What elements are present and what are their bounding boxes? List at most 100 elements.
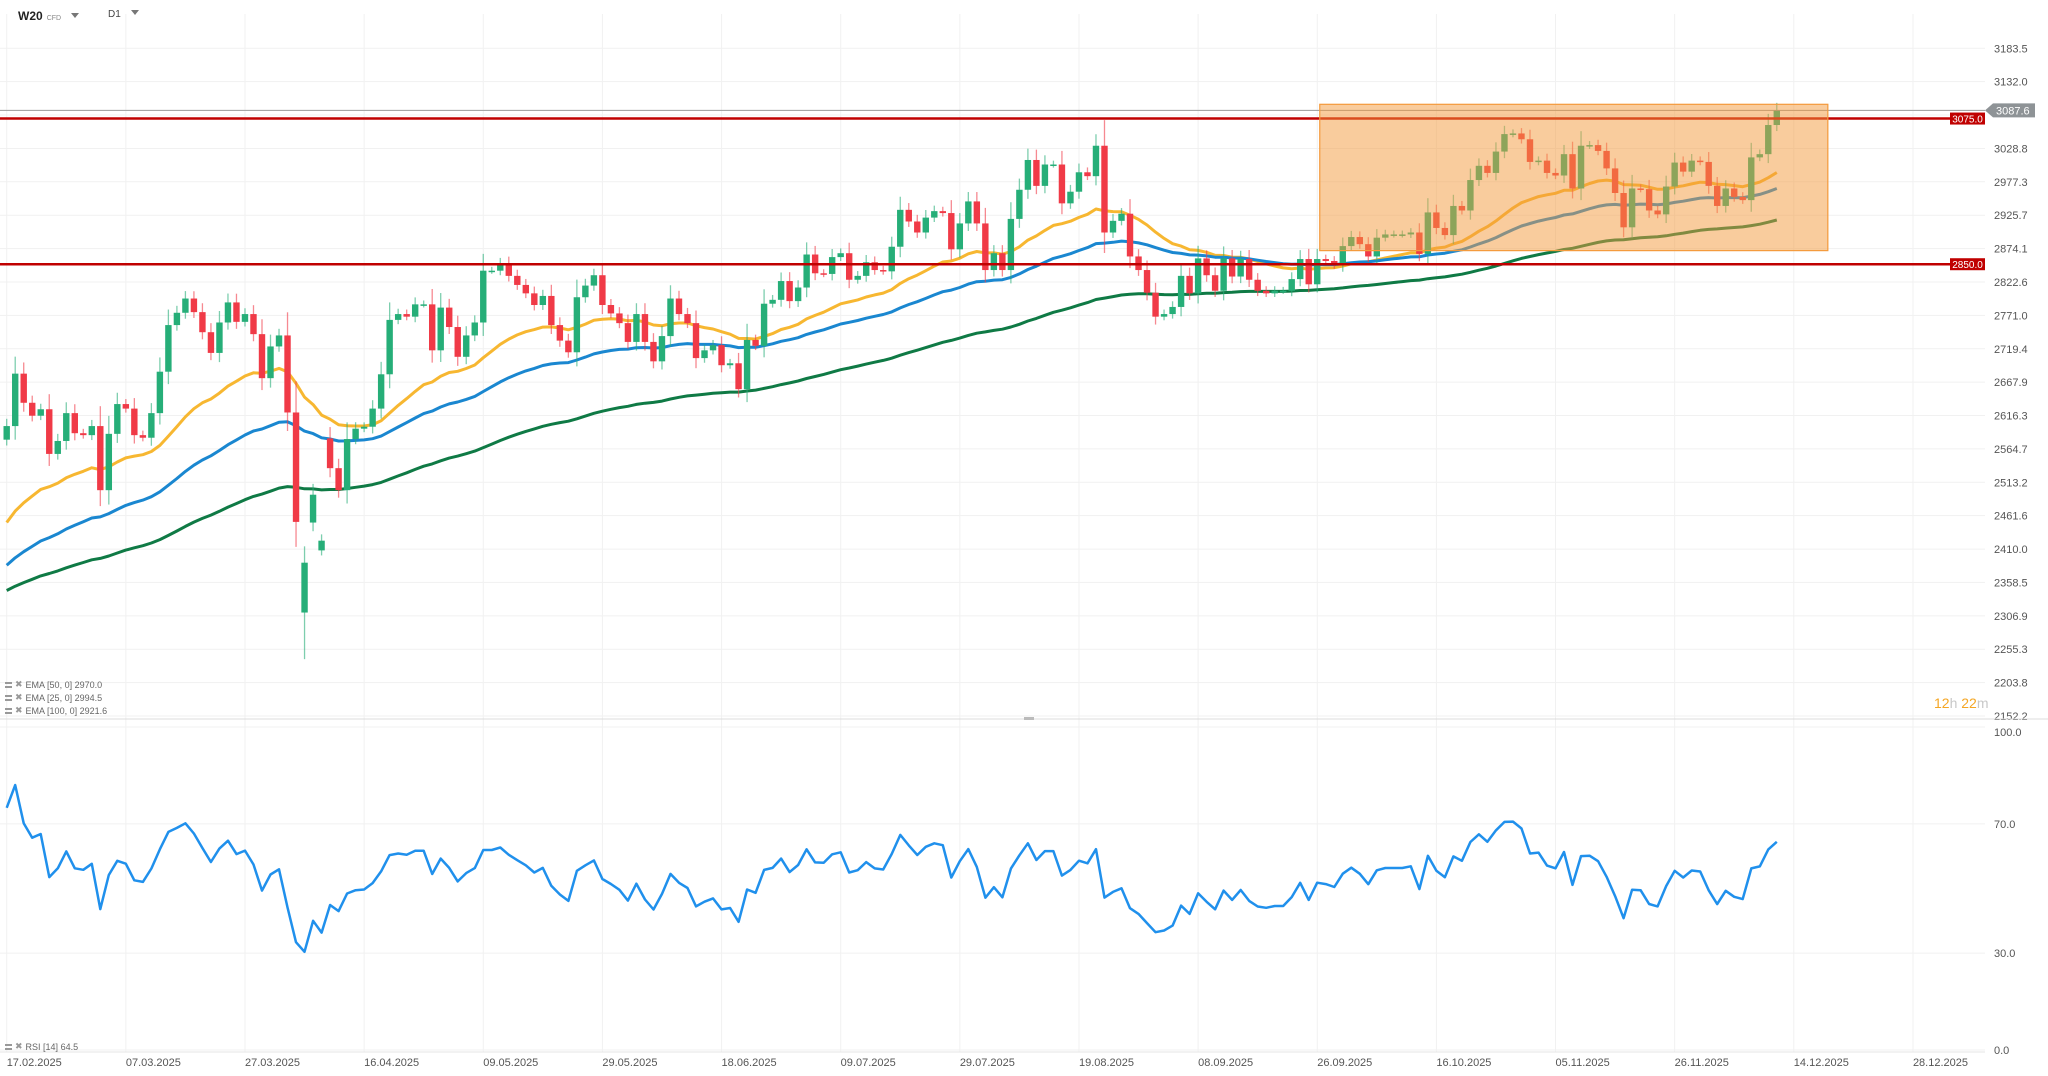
ema100-line — [6, 218, 1778, 592]
settings-icon[interactable] — [5, 681, 12, 688]
candle-down — [505, 263, 512, 276]
candle-down — [880, 270, 887, 272]
legend-ema100[interactable]: ✖ EMA [100, 0] 2921.6 — [5, 705, 107, 716]
candle-down — [616, 313, 623, 324]
candle-down — [1331, 260, 1338, 265]
candle-up — [1092, 145, 1100, 177]
candle-down — [1228, 258, 1236, 277]
candle-up — [343, 439, 351, 491]
candle-up — [471, 322, 478, 336]
timeframe-label: D1 — [108, 9, 121, 20]
timer-minutes-unit: m — [1976, 695, 1989, 711]
settings-icon[interactable] — [5, 694, 12, 701]
candle-down — [982, 223, 989, 271]
candle-down — [403, 314, 410, 317]
date-tick-label: 07.03.2025 — [126, 1057, 181, 1069]
legend-ema25[interactable]: ✖ EMA [25, 0] 2994.5 — [5, 692, 102, 703]
date-tick-label: 18.06.2025 — [722, 1057, 777, 1069]
candle-up — [990, 253, 998, 271]
chevron-down-icon — [130, 10, 139, 15]
candle-up — [897, 209, 904, 247]
candle-down — [326, 438, 334, 469]
candle-up — [837, 253, 844, 258]
price-tick-label: 2616.3 — [1994, 411, 2028, 423]
candle-up — [182, 298, 189, 313]
candle-up — [1109, 220, 1117, 233]
price-tick-label: 2925.7 — [1994, 210, 2028, 222]
candle-up — [488, 270, 495, 273]
price-tick-label: 2461.6 — [1994, 511, 2028, 523]
candle-up — [88, 426, 95, 436]
candle-down — [684, 314, 691, 324]
close-icon[interactable]: ✖ — [15, 705, 23, 715]
candle-up — [854, 275, 861, 280]
candle-down — [650, 341, 657, 362]
candle-down — [71, 413, 78, 434]
highlight-zone[interactable] — [1319, 103, 1829, 252]
candle-down — [131, 408, 138, 436]
candle-up — [1050, 164, 1057, 167]
price-tick-label: 2255.3 — [1994, 644, 2028, 656]
chevron-down-icon — [71, 13, 80, 18]
date-tick-label: 16.04.2025 — [364, 1057, 419, 1069]
candle-up — [760, 303, 768, 346]
last-price-label: 3087.6 — [1996, 105, 2030, 117]
candle-down — [139, 435, 147, 438]
candle-up — [318, 540, 325, 551]
last-price-tag — [1985, 103, 2035, 118]
candle-down — [1186, 275, 1193, 294]
candle-down — [820, 273, 827, 275]
candle-down — [905, 209, 912, 222]
candle-down — [752, 339, 759, 346]
level-tag-label: 2850.0 — [1952, 260, 1983, 271]
candle-countdown: 12h 22m — [1934, 695, 1989, 711]
close-icon[interactable]: ✖ — [15, 1041, 23, 1051]
candle-down — [675, 298, 683, 315]
legend-rsi[interactable]: ✖ RSI [14] 64.5 — [5, 1041, 78, 1052]
date-tick-label: 09.05.2025 — [483, 1057, 538, 1069]
timer-minutes: 22 — [1961, 695, 1977, 711]
settings-icon[interactable] — [5, 1043, 12, 1050]
candle-up — [275, 335, 283, 347]
symbol-selector[interactable]: W20 CFD — [18, 9, 80, 23]
price-tick-label: 2719.4 — [1994, 344, 2028, 356]
price-tick-label: 2667.9 — [1994, 377, 2028, 389]
candle-down — [556, 325, 564, 341]
candle-up — [148, 413, 155, 438]
candle-up — [769, 299, 776, 304]
candle-up — [352, 428, 359, 440]
rsi-line — [5, 783, 1778, 954]
candle-up — [1160, 314, 1168, 317]
candle-down — [1143, 270, 1151, 293]
candle-down — [1203, 258, 1210, 276]
date-tick-label: 14.12.2025 — [1794, 1057, 1849, 1069]
candle-down — [565, 340, 572, 353]
candle-up — [828, 257, 836, 274]
level-tag — [1950, 258, 1985, 271]
settings-icon[interactable] — [5, 707, 12, 714]
candle-down — [845, 253, 853, 280]
price-tick-label: 3183.5 — [1994, 43, 2028, 55]
candle-up — [1016, 189, 1023, 219]
candle-down — [641, 314, 649, 342]
price-tick-label: 2203.8 — [1994, 678, 2028, 690]
candle-up — [165, 325, 172, 372]
close-icon[interactable]: ✖ — [15, 692, 23, 702]
candle-up — [224, 302, 232, 323]
candle-up — [3, 426, 10, 440]
rsi-tick-label: 100.0 — [1994, 727, 2022, 739]
candle-up — [1271, 290, 1278, 294]
candle-up — [12, 373, 19, 427]
close-icon[interactable]: ✖ — [15, 679, 23, 689]
candle-down — [29, 402, 36, 416]
date-tick-label: 17.02.2025 — [7, 1057, 62, 1069]
candle-down — [258, 334, 266, 379]
candle-up — [1041, 164, 1049, 186]
rsi-tick-label: 70.0 — [1994, 819, 2015, 831]
legend-ema50[interactable]: ✖ EMA [50, 0] 2970.0 — [5, 679, 102, 690]
pane-resize-handle[interactable] — [1024, 717, 1034, 720]
candle-down — [624, 323, 632, 342]
timeframe-selector[interactable]: D1 — [108, 9, 139, 20]
price-tick-label: 2977.3 — [1994, 177, 2028, 189]
